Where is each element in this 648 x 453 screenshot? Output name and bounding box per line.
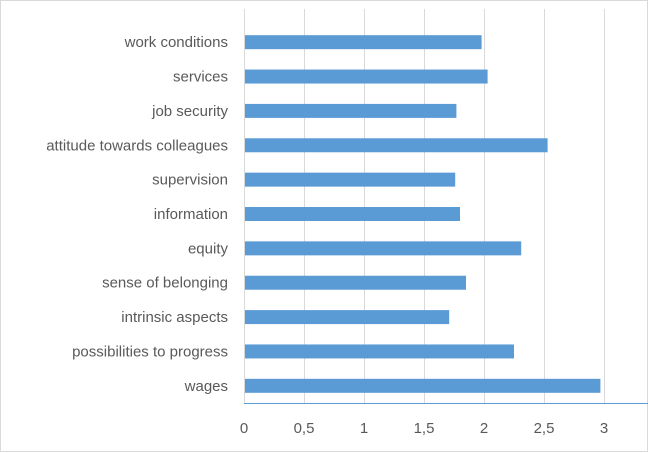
- bar-3: [244, 138, 548, 153]
- category-label-5: information: [154, 206, 228, 223]
- x-tick-label-0: 0: [240, 420, 248, 437]
- category-label-10: wages: [184, 378, 228, 395]
- bar-8: [244, 310, 450, 325]
- category-labels: work conditions services job security attit…: [46, 34, 228, 395]
- category-label-9: possibilities to progress: [72, 343, 228, 360]
- bar-1: [244, 69, 488, 84]
- category-label-2: job security: [151, 103, 228, 120]
- category-label-4: supervision: [152, 172, 228, 189]
- x-tick-label-5: 2,5: [534, 420, 555, 437]
- bar-0: [244, 35, 482, 50]
- x-tick-label-6: 3: [600, 420, 608, 437]
- category-label-6: equity: [188, 240, 229, 257]
- bar-2: [244, 103, 457, 118]
- bar-5: [244, 207, 460, 221]
- bar-6: [244, 241, 522, 256]
- bar-4: [244, 172, 456, 187]
- bar-10: [244, 378, 601, 393]
- category-label-0: work conditions: [124, 34, 228, 51]
- x-tick-label-1: 0,5: [294, 420, 315, 437]
- category-label-1: services: [173, 69, 228, 86]
- axes: [244, 9, 648, 404]
- x-tick-label-3: 1,5: [414, 420, 435, 437]
- tick-labels: 0 0,5 1 1,5 2 2,5 3: [240, 420, 608, 437]
- category-label-3: attitude towards colleagues: [46, 137, 228, 154]
- bars: [244, 35, 601, 393]
- x-tick-label-4: 2: [480, 420, 488, 437]
- x-tick-label-2: 1: [360, 420, 368, 437]
- category-label-7: sense of belonging: [102, 275, 228, 292]
- gridlines: [304, 9, 605, 403]
- category-label-8: intrinsic aspects: [121, 309, 228, 326]
- bar-9: [244, 344, 514, 359]
- bar-7: [244, 275, 466, 290]
